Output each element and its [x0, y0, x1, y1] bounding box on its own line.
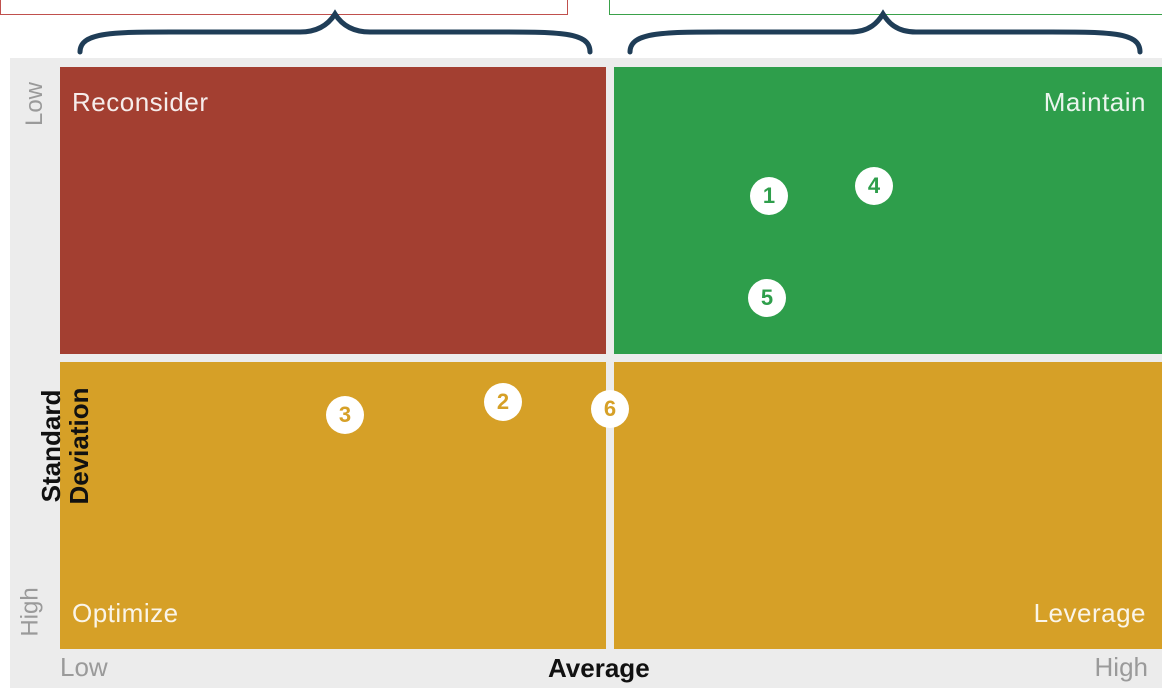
y-axis-title-line2: Deviation — [64, 387, 94, 505]
top-left-box — [0, 0, 568, 15]
quadrant-label-reconsider: Reconsider — [72, 87, 209, 117]
x-axis-low-label: Low — [60, 652, 108, 682]
x-axis-high-label: High — [1094, 652, 1148, 682]
x-axis-title: Average — [548, 653, 650, 683]
marker-2: 2 — [484, 383, 522, 421]
marker-6: 6 — [591, 390, 629, 428]
marker-1: 1 — [750, 177, 788, 215]
quadrant-label-leverage: Leverage — [1033, 598, 1146, 628]
quadrant-reconsider: Reconsider — [60, 67, 606, 354]
y-axis-high-label: High — [16, 587, 44, 637]
quadrant-maintain: Maintain — [614, 67, 1162, 354]
y-axis-title: Standard Deviation — [36, 351, 94, 541]
y-axis-low-label: Low — [21, 81, 49, 127]
right-curly-brace — [627, 9, 1143, 55]
quadrant-label-maintain: Maintain — [1043, 87, 1146, 117]
quadrant-label-optimize: Optimize — [72, 598, 179, 628]
y-axis-title-line1: Standard — [36, 389, 66, 503]
braces — [77, 9, 1143, 55]
marker-3: 3 — [326, 396, 364, 434]
marker-5: 5 — [748, 279, 786, 317]
quadrant-leverage: Leverage — [614, 362, 1162, 649]
left-curly-brace — [77, 9, 593, 55]
marker-4: 4 — [855, 167, 893, 205]
